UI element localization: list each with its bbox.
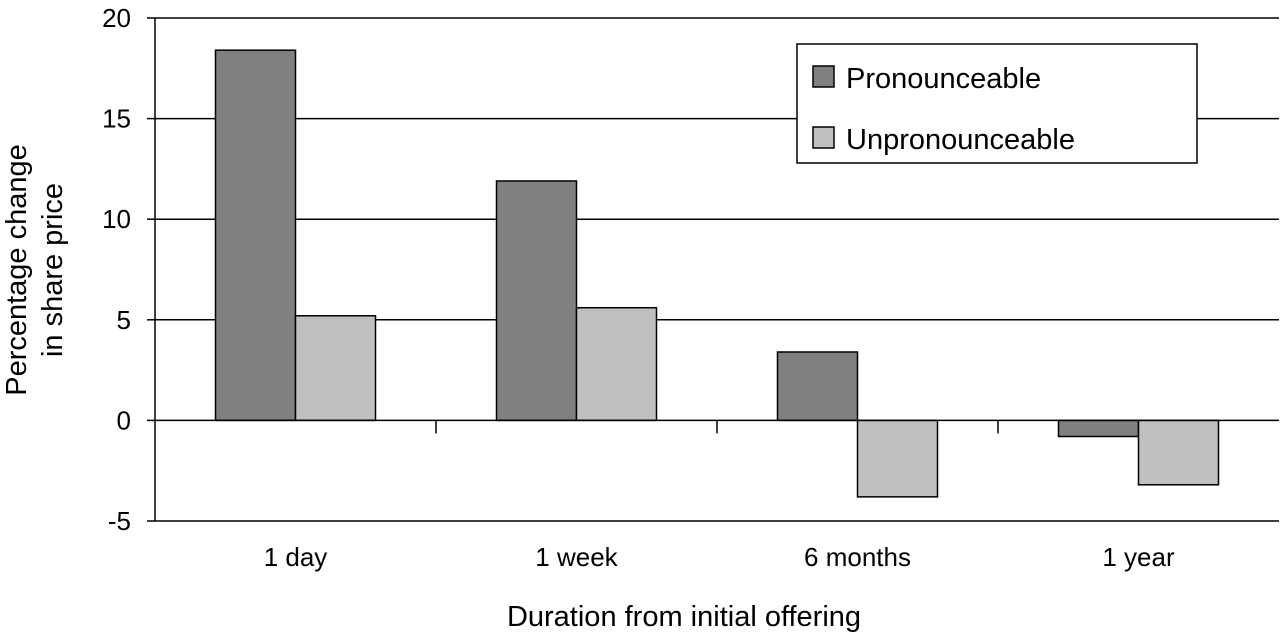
legend-swatch-unpronounceable	[812, 126, 835, 149]
x-tick-label: 6 months	[804, 542, 911, 572]
legend: Pronounceable Unpronounceable	[796, 43, 1198, 164]
y-tick-label: 0	[117, 405, 131, 435]
x-axis-title: Duration from initial offering	[507, 601, 861, 633]
legend-label-unpronounceable: Unpronounceable	[846, 124, 1075, 156]
legend-swatch-pronounceable	[812, 65, 835, 88]
y-tick-label: 15	[102, 104, 131, 134]
bar-unpronounceable-6-months	[856, 419, 939, 498]
x-tick-labels: 1 day 1 week 6 months 1 year	[264, 542, 1175, 572]
y-tick-label: 5	[117, 305, 131, 335]
legend-box	[796, 43, 1198, 164]
legend-label-pronounceable: Pronounceable	[846, 63, 1041, 95]
bar-pronounceable-1-week	[495, 180, 578, 422]
bar-unpronounceable-1-day	[294, 315, 377, 422]
bar-pronounceable-6-months	[776, 351, 859, 422]
x-tick-label: 1 week	[535, 542, 618, 572]
y-tick-label: 20	[102, 3, 131, 33]
y-axis-title-line-1: Percentage change	[1, 144, 33, 396]
bar-pronounceable-1-year	[1057, 419, 1140, 438]
y-tick-labels: 20 15 10 5 0 -5	[102, 3, 131, 536]
x-tick-label: 1 day	[264, 542, 328, 572]
y-axis-title-line-2: in share price	[37, 183, 69, 357]
bars	[214, 49, 1220, 498]
y-tick-label: 10	[102, 204, 131, 234]
x-tick-label: 1 year	[1102, 542, 1175, 572]
axes	[147, 17, 1279, 522]
y-tick-label: -5	[108, 506, 131, 536]
bar-unpronounceable-1-year	[1137, 419, 1220, 486]
bar-pronounceable-1-day	[214, 49, 297, 422]
bar-unpronounceable-1-week	[575, 306, 658, 422]
